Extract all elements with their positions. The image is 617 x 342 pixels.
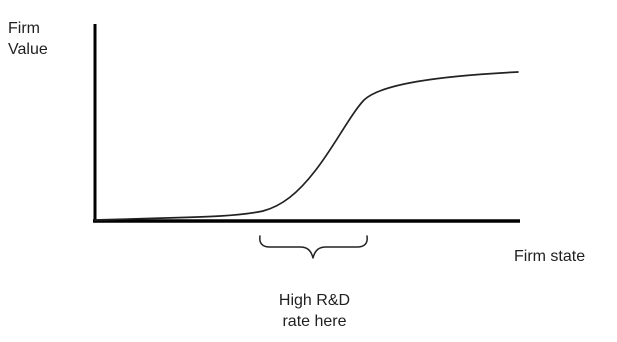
firm-value-curve [94,71,519,221]
rd-range-brace [259,235,368,259]
x-axis-label: Firm state [514,248,586,265]
y-axis-label: Firm Value [8,20,48,58]
high-rd-annotation: High R&D rate here [278,292,351,330]
